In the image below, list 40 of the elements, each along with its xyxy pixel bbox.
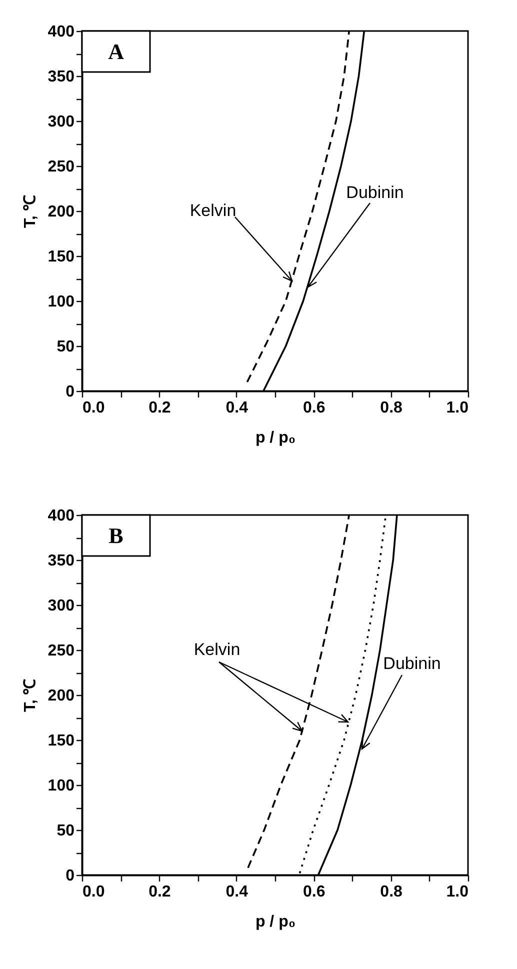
y-tick-label: 50 <box>56 822 75 840</box>
y-tick-label: 300 <box>48 114 75 130</box>
y-tick-label: 0 <box>66 384 75 400</box>
chart-title: B <box>108 523 124 548</box>
x-tick-label: 0.8 <box>380 884 403 900</box>
x-tick-label: 0.0 <box>82 884 105 900</box>
x-axis-title: p / p₀ <box>255 914 296 930</box>
y-tick-label: 200 <box>48 204 75 220</box>
y-tick-label: 100 <box>48 778 75 794</box>
y-tick-label: 350 <box>48 552 75 570</box>
y-tick-label: 250 <box>48 642 75 660</box>
annotation: Dubinin <box>346 183 404 202</box>
x-tick-label: 0.6 <box>302 884 326 900</box>
x-axis-title: p / p₀ <box>255 430 296 446</box>
x-tick-label: 0.0 <box>82 400 105 416</box>
y-tick-label: 100 <box>48 294 75 310</box>
x-tick-label: 0.2 <box>148 400 171 416</box>
x-tick-label: 1.0 <box>446 400 469 416</box>
x-tick-label: 1.0 <box>446 884 469 900</box>
y-tick-label: 400 <box>48 24 75 40</box>
x-tick-label: 0.4 <box>226 884 248 900</box>
y-tick-label: 400 <box>48 508 75 524</box>
y-tick-label: 150 <box>48 248 75 266</box>
x-tick-label: 0.2 <box>148 884 171 900</box>
y-tick-label: 350 <box>48 68 75 86</box>
annotation: Kelvin <box>194 640 240 659</box>
annotation: Kelvin <box>190 201 236 220</box>
x-tick-label: 0.4 <box>226 400 248 416</box>
x-tick-label: 0.8 <box>380 400 403 416</box>
y-tick-label: 150 <box>48 732 75 750</box>
y-tick-label: 300 <box>48 598 75 614</box>
chart-title: A <box>108 39 124 64</box>
annotation: Dubinin <box>383 654 441 673</box>
y-tick-label: 50 <box>56 338 75 356</box>
y-tick-label: 0 <box>66 868 75 884</box>
y-axis-title: T, ℃ <box>22 195 39 228</box>
y-axis-title: T, ℃ <box>22 679 39 712</box>
y-tick-label: 200 <box>48 688 75 704</box>
x-tick-label: 0.6 <box>302 400 326 416</box>
y-tick-label: 250 <box>48 158 75 176</box>
